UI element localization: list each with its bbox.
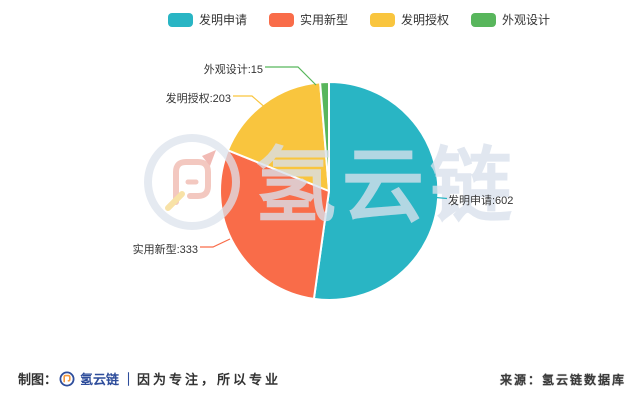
legend-item-0[interactable]: 发明申请 — [167, 11, 247, 28]
legend-item-3[interactable]: 外观设计 — [471, 11, 550, 28]
legend-item-1[interactable]: 实用新型 — [268, 11, 348, 28]
legend-item-2[interactable]: 发明授权 — [370, 11, 449, 28]
footer-slogan: 因为专注，所以专业 — [137, 372, 282, 387]
legend-label: 发明申请 — [198, 13, 247, 27]
legend: 发明申请 实用新型 发明授权 外观设计 — [0, 11, 640, 28]
footer-source: 来源：氢云链数据库 — [499, 373, 626, 387]
footer-credit: 制图： 氢云链 ｜ 因为专注，所以专业 — [18, 369, 281, 388]
legend-swatch-icon — [471, 12, 497, 27]
brand-logo-icon — [59, 371, 75, 386]
legend-label: 外观设计 — [502, 13, 551, 27]
pie-slice-0[interactable] — [312, 80, 440, 301]
footer-separator: ｜ — [122, 372, 136, 387]
legend-swatch-icon — [268, 12, 294, 27]
leader-line-design — [265, 66, 317, 86]
legend-swatch-icon — [370, 12, 395, 27]
pie-slice-3[interactable] — [319, 81, 330, 192]
brand-name: 氢云链 — [80, 372, 120, 387]
pie-label-utility: 实用新型:333 — [132, 244, 198, 256]
pie-label-design: 外观设计:15 — [203, 64, 263, 76]
credit-prefix: 制图： — [18, 372, 58, 387]
legend-label: 实用新型 — [299, 13, 348, 27]
legend-swatch-icon — [167, 12, 193, 27]
leader-line-invention — [435, 196, 448, 200]
leader-line-grant — [233, 95, 269, 111]
leader-line-utility — [200, 238, 231, 248]
pie-label-invention: 发明申请:602 — [448, 195, 514, 207]
pie-label-grant: 发明授权:203 — [165, 93, 231, 105]
legend-label: 发明授权 — [401, 13, 450, 27]
